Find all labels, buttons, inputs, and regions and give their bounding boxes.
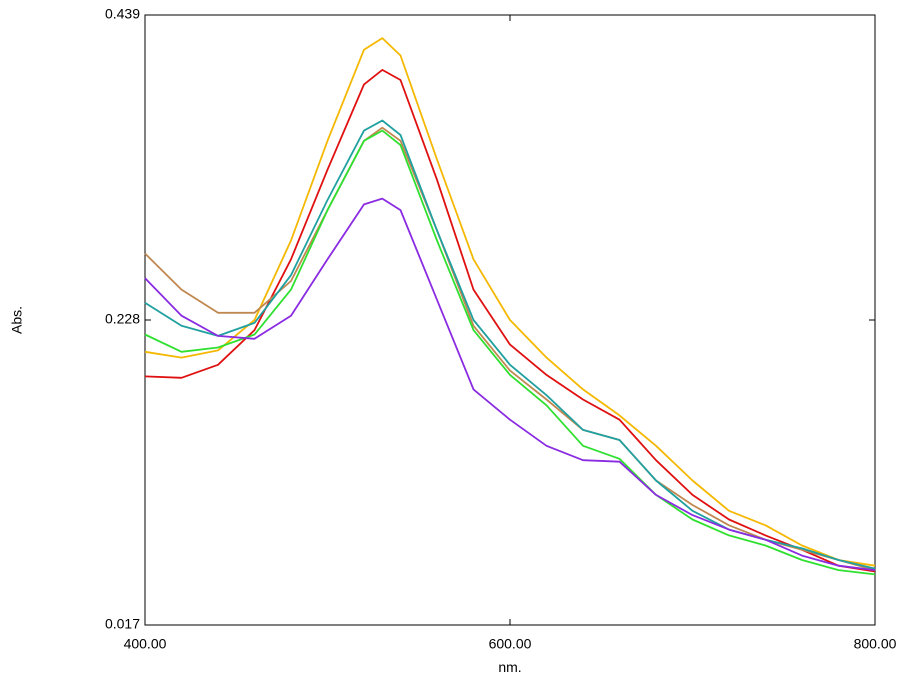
x-tick-label: 400.00 [124,636,167,652]
spectrum-line [144,69,876,573]
spectrum-line [144,126,876,571]
x-tick-label: 800.00 [854,636,897,652]
y-tick-label: 0.228 [105,311,140,327]
y-axis-label: Abs. [9,306,25,334]
spectrum-line [144,197,876,571]
x-axis-label: nm. [498,659,521,675]
y-tick-label: 0.017 [105,616,140,632]
y-tick-label: 0.439 [105,6,140,22]
spectrum-line [144,37,876,567]
x-tick-label: 600.00 [489,636,532,652]
spectrum-line [144,129,876,576]
